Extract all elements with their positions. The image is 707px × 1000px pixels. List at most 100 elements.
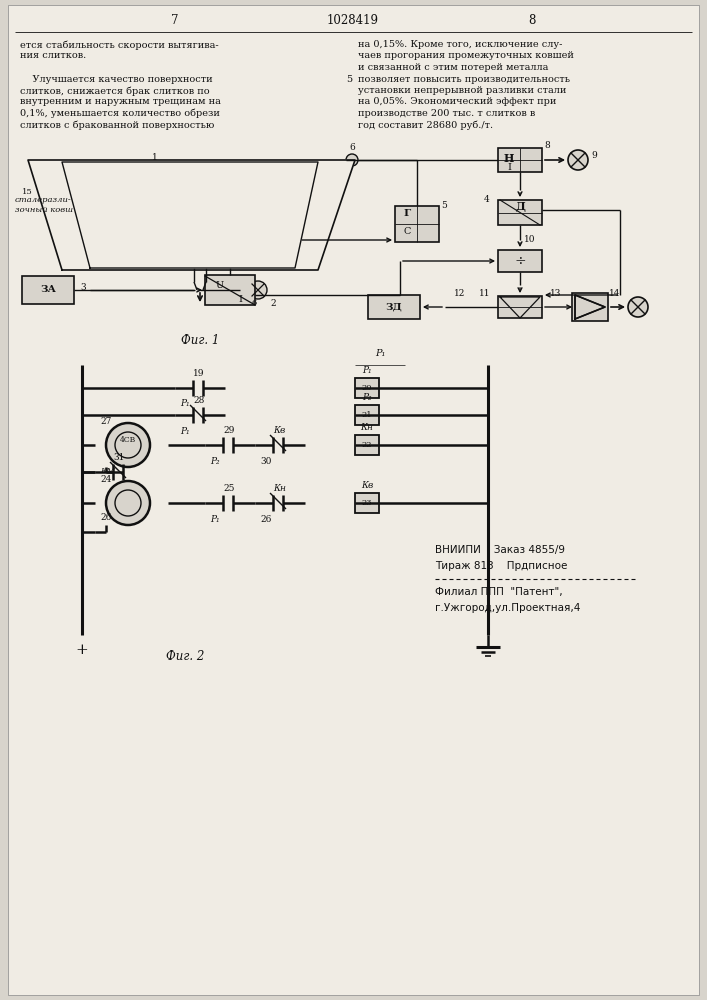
Text: 6: 6 [252,299,257,307]
Text: год составит 28680 руб./т.: год составит 28680 руб./т. [358,120,493,130]
Text: 14: 14 [609,290,621,298]
Text: г.Ужгород,ул.Проектная,4: г.Ужгород,ул.Проектная,4 [435,603,580,613]
Text: 31: 31 [113,453,124,462]
Text: слитков с бракованной поверхностью: слитков с бракованной поверхностью [20,120,214,130]
Text: I: I [507,163,511,172]
Text: 9: 9 [591,150,597,159]
Text: вода: вода [118,214,142,222]
Text: 5: 5 [441,202,447,211]
Text: чаев прогорания промежуточных ковшей: чаев прогорания промежуточных ковшей [358,51,574,60]
Text: 17: 17 [168,174,178,182]
Circle shape [106,423,150,467]
Text: ЗА: ЗА [40,286,56,294]
Text: Д: Д [515,202,525,213]
Text: 22: 22 [362,441,373,449]
Text: сталеразли-: сталеразли- [15,196,71,204]
Text: 8: 8 [528,13,536,26]
Text: Кв: Кв [361,481,373,490]
Text: позволяет повысить производительность: позволяет повысить производительность [358,75,570,84]
Text: P₁: P₁ [180,426,189,436]
Text: Г: Г [404,210,411,219]
Text: Улучшается качество поверхности: Улучшается качество поверхности [20,75,213,84]
Bar [395,206,439,242]
Bar [355,493,379,513]
Text: P₁: P₁ [362,366,372,375]
Bar [355,435,379,455]
Text: 27: 27 [100,416,112,426]
Text: Охлаждающая: Охлаждающая [118,204,183,212]
Circle shape [346,154,358,166]
Circle shape [115,490,141,516]
Bar [355,405,379,425]
Text: 8: 8 [544,141,550,150]
Text: 16: 16 [168,234,178,242]
Text: ВНИИПИ    Заказ 4855/9: ВНИИПИ Заказ 4855/9 [435,545,565,555]
Polygon shape [28,160,355,270]
Text: Кв: Кв [273,426,285,435]
Text: внутренним и наружным трещинам на: внутренним и наружным трещинам на [20,98,221,106]
Text: зочный ковш: зочный ковш [15,206,73,214]
Text: ÷: ÷ [514,254,526,268]
Text: 10: 10 [524,235,535,244]
Text: 13: 13 [550,290,561,298]
Text: 20: 20 [362,384,373,392]
Bar [205,275,255,305]
Text: Кн: Кн [273,484,286,493]
Bar [368,295,420,319]
Text: P₁: P₁ [180,399,189,408]
Text: 6: 6 [349,143,355,152]
Bar [572,293,608,321]
Text: 4: 4 [484,194,490,204]
Bar [498,148,542,172]
Text: Филиал ППП  "Патент",: Филиал ППП "Патент", [435,587,563,597]
Bar [498,250,542,272]
Text: ется стабильность скорости вытягива-: ется стабильность скорости вытягива- [20,40,218,49]
Text: установки непрерывной разливки стали: установки непрерывной разливки стали [358,86,566,95]
Bar [22,276,74,304]
Text: I: I [238,296,242,304]
Circle shape [115,432,141,458]
Text: ния слитков.: ния слитков. [20,51,86,60]
Text: 28: 28 [193,396,204,405]
Text: 5: 5 [346,75,352,84]
Bar [498,200,542,225]
Text: и связанной с этим потерей металла: и связанной с этим потерей металла [358,63,549,72]
Text: 26: 26 [260,514,271,524]
Text: U: U [216,280,224,290]
Text: производстве 200 тыс. т слитков в: производстве 200 тыс. т слитков в [358,109,535,118]
Text: ЗД: ЗД [385,302,402,312]
Text: С: С [403,228,411,236]
Text: Н: Н [504,152,514,163]
Text: на 0,15%. Кроме того, исключение слу-: на 0,15%. Кроме того, исключение слу- [358,40,562,49]
Circle shape [628,297,648,317]
Text: Тираж 813    Прдписное: Тираж 813 Прдписное [435,561,568,571]
Text: 29: 29 [223,426,235,435]
Text: на 0,05%. Экономический эффект при: на 0,05%. Экономический эффект при [358,98,556,106]
Text: 7: 7 [171,13,179,26]
Text: 18: 18 [168,186,178,194]
Text: P₁: P₁ [210,514,220,524]
Text: 26: 26 [100,513,112,522]
Text: P₂: P₂ [362,393,372,402]
Text: 3: 3 [80,284,86,292]
Text: Фиг. 1: Фиг. 1 [181,334,219,347]
Text: 24: 24 [100,475,112,484]
Text: +: + [76,643,88,657]
Text: 19: 19 [193,369,204,378]
Text: Фиг. 2: Фиг. 2 [166,650,204,664]
Text: 30: 30 [260,456,271,466]
Bar [498,296,542,318]
Text: 12: 12 [455,290,466,298]
Text: 0,1%, уменьшается количество обрези: 0,1%, уменьшается количество обрези [20,109,220,118]
Circle shape [249,281,267,299]
Circle shape [568,150,588,170]
Text: Кн: Кн [361,423,373,432]
Text: 15: 15 [22,188,33,196]
Polygon shape [62,162,318,268]
Text: 11: 11 [479,290,490,298]
Text: P₂: P₂ [210,456,220,466]
Circle shape [106,481,150,525]
Bar [355,378,379,398]
Text: 7: 7 [262,206,268,215]
Text: 1028419: 1028419 [327,13,379,26]
